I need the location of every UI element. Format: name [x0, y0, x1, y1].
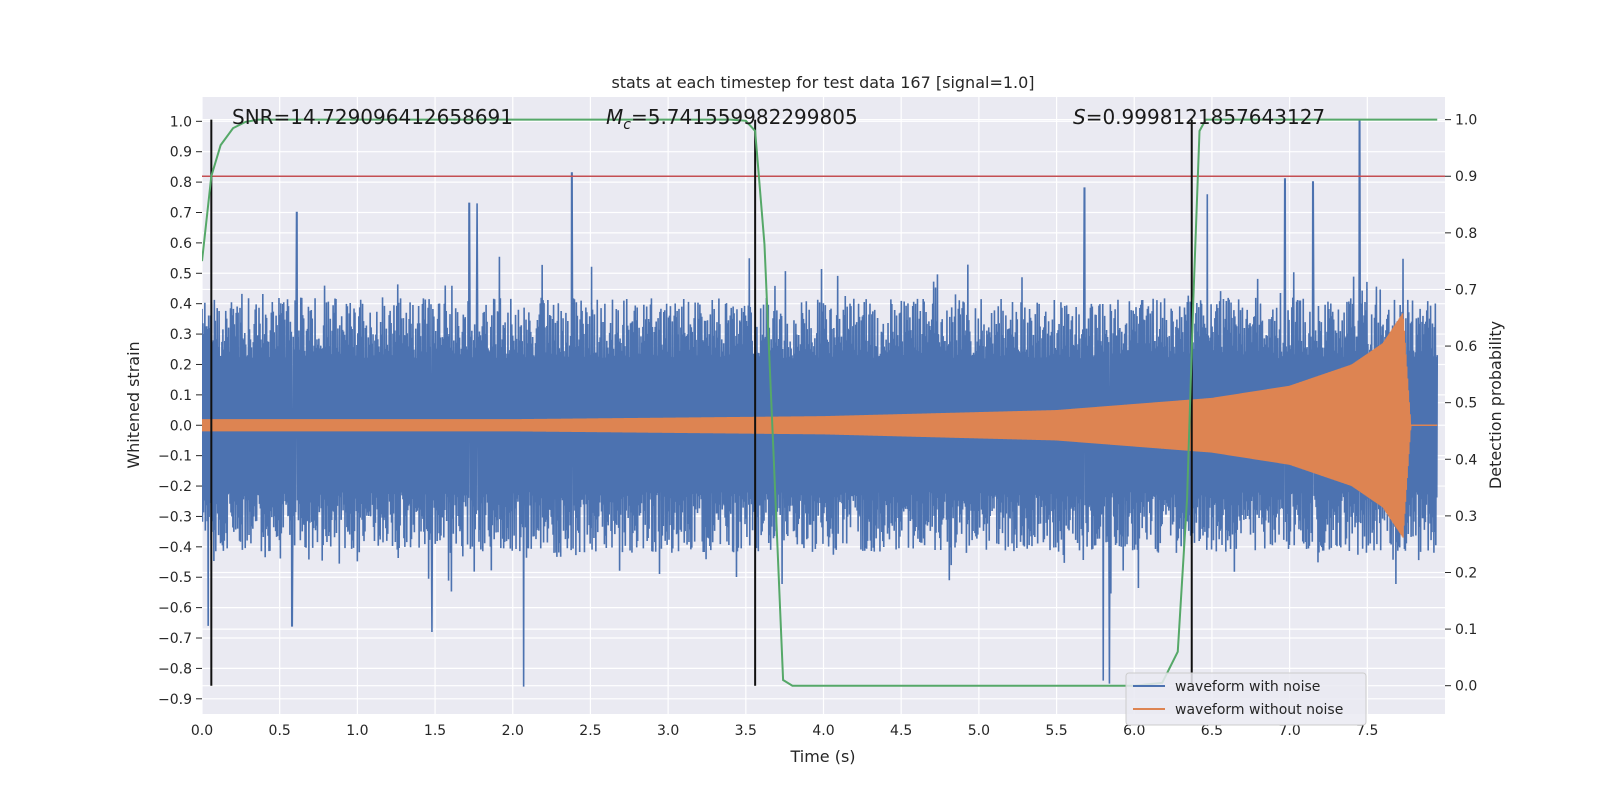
mc-symbol: M [606, 105, 623, 129]
x-tick-label: 4.0 [812, 723, 834, 739]
y-tick-label: −0.7 [158, 631, 192, 647]
mc-value: =5.741559982299805 [631, 105, 858, 129]
x-axis-ticks: 0.0 0.5 1.0 1.5 2.0 2.5 3.0 3.5 4.0 4.5 5.0 5.5 6.0 6… [191, 723, 1379, 739]
y2-tick-label: 0.2 [1455, 565, 1477, 581]
y-tick-label: 1.0 [170, 114, 192, 130]
y-tick-label: 0.6 [170, 236, 192, 252]
x-tick-label: 3.0 [657, 723, 679, 739]
y2-tick-label: 0.1 [1455, 622, 1477, 638]
y-tick-label: −0.3 [158, 509, 192, 525]
x-tick-label: 1.0 [346, 723, 368, 739]
snr-annotation: SNR=14.729096412658691 [232, 105, 513, 129]
x-tick-label: 7.5 [1356, 723, 1378, 739]
y2-tick-label: 0.3 [1455, 509, 1477, 525]
chirp-mass-annotation: Mc=5.741559982299805 [606, 105, 858, 133]
x-tick-label: 1.5 [424, 723, 446, 739]
x-tick-label: 5.5 [1045, 723, 1067, 739]
y2-tick-label: 0.4 [1455, 452, 1477, 468]
y-tick-label: 0.3 [170, 327, 192, 343]
legend-label-noise: waveform with noise [1175, 679, 1320, 695]
x-tick-label: 6.5 [1201, 723, 1223, 739]
y2-tick-label: 1.0 [1455, 113, 1477, 129]
x-tick-label: 0.5 [269, 723, 291, 739]
y2-axis-label: Detection probability [1486, 321, 1505, 489]
y-tick-label: 0.8 [170, 175, 192, 191]
legend: waveform with noise waveform without noi… [1125, 672, 1367, 726]
y2-tick-label: 0.9 [1455, 169, 1477, 185]
y-tick-label: 0.5 [170, 266, 192, 282]
score-annotation: S=0.9998121857643127 [1073, 105, 1325, 129]
y2-tick-label: 0.8 [1455, 226, 1477, 242]
x-tick-label: 0.0 [191, 723, 213, 739]
y-axis-ticks: 1.0 0.9 0.8 0.7 0.6 0.5 0.4 0.3 0.2 0.1 0.0 −0.1 −0.… [158, 114, 202, 708]
y-tick-label: 0.2 [170, 357, 192, 373]
y-tick-label: −0.4 [158, 540, 192, 556]
y-tick-label: 0.7 [170, 205, 192, 221]
mc-subscript: c [623, 117, 631, 133]
y-axis-label: Whitened strain [124, 341, 143, 468]
y-tick-label: 0.4 [170, 297, 192, 313]
y-tick-label: −0.9 [158, 692, 192, 708]
s-value: =0.9998121857643127 [1086, 105, 1325, 129]
y2-tick-label: 0.0 [1455, 679, 1477, 695]
y2-tick-label: 0.5 [1455, 396, 1477, 412]
x-tick-label: 6.0 [1123, 723, 1145, 739]
x-tick-label: 2.5 [579, 723, 601, 739]
legend-label-signal: waveform without noise [1175, 702, 1343, 718]
y-tick-label: −0.2 [158, 479, 192, 495]
y-tick-label: 0.0 [170, 418, 192, 434]
y2-axis-ticks: 1.0 0.9 0.8 0.7 0.6 0.5 0.4 0.3 0.2 0.1 0.0 [1445, 113, 1477, 695]
y-tick-label: −0.1 [158, 449, 192, 465]
vlines [210, 119, 1193, 686]
y-tick-label: −0.6 [158, 601, 192, 617]
x-tick-label: 4.5 [890, 723, 912, 739]
series-line-waveform-without-noise [202, 313, 1438, 538]
x-axis-label: Time (s) [789, 747, 855, 766]
y-tick-label: 0.1 [170, 388, 192, 404]
y-tick-label: −0.5 [158, 570, 192, 586]
x-tick-label: 5.0 [968, 723, 990, 739]
y-tick-label: −0.8 [158, 661, 192, 677]
chart-title: stats at each timestep for test data 167… [611, 73, 1034, 92]
series-line-detection-probability [202, 118, 1438, 687]
y2-tick-label: 0.7 [1455, 282, 1477, 298]
y2-tick-label: 0.6 [1455, 339, 1477, 355]
x-tick-label: 7.0 [1278, 723, 1300, 739]
s-symbol: S [1073, 105, 1086, 129]
x-tick-label: 2.0 [502, 723, 524, 739]
legend-box [1125, 672, 1367, 726]
x-tick-label: 3.5 [735, 723, 757, 739]
y-tick-label: 0.9 [170, 145, 192, 161]
